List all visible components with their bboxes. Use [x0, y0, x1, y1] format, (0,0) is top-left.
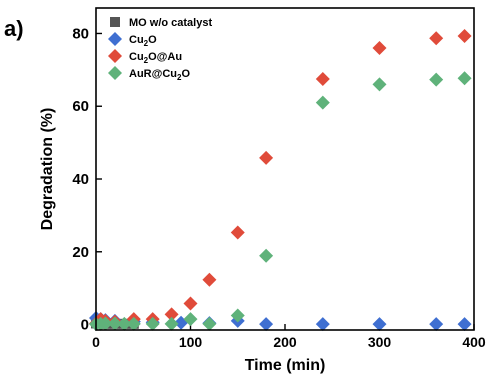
y-tick-label: 0 — [81, 317, 89, 334]
data-point — [164, 316, 179, 331]
plot-frame — [95, 7, 475, 331]
data-point — [315, 95, 330, 110]
legend-label-part: AuR@Cu — [129, 68, 177, 80]
legend-entry: Cu2O@Au — [108, 49, 182, 65]
x-tick-label: 400 — [462, 334, 486, 350]
data-point — [164, 307, 179, 322]
data-point — [457, 29, 472, 44]
data-point — [183, 296, 198, 311]
data-point — [429, 317, 444, 332]
data-point — [372, 41, 387, 56]
x-tick-label: 0 — [92, 334, 100, 350]
legend-marker — [108, 66, 122, 80]
series-points — [89, 71, 472, 332]
data-point — [429, 72, 444, 87]
y-tick-label: 80 — [72, 25, 89, 42]
y-tick-label: 20 — [72, 244, 89, 261]
legend-label-part: O — [181, 68, 190, 80]
legend-label-part: O@Au — [148, 51, 182, 63]
data-point — [372, 77, 387, 92]
data-point — [372, 317, 387, 332]
axis-ticks: 0 100 200 300 400 0 20 40 60 80 — [72, 25, 486, 350]
data-point — [202, 316, 217, 331]
data-point — [117, 316, 132, 331]
legend-marker — [108, 49, 122, 63]
data-point — [183, 312, 198, 327]
y-axis-label: Degradation (%) — [39, 108, 56, 231]
legend-marker — [110, 17, 120, 27]
panel-label: a) — [4, 16, 24, 41]
legend-label-part: MO w/o catalyst — [129, 17, 212, 29]
x-tick-label: 300 — [368, 334, 392, 350]
x-axis-label: Time (min) — [245, 357, 326, 374]
legend-label: Cu2O — [129, 34, 157, 48]
legend-label-part: Cu — [129, 34, 144, 46]
data-point — [457, 71, 472, 86]
legend-marker — [108, 32, 122, 46]
data-point — [98, 316, 113, 331]
legend-label: MO w/o catalyst — [129, 17, 212, 29]
y-tick-label: 40 — [72, 171, 89, 188]
series-points — [89, 310, 472, 332]
x-tick-label: 200 — [273, 334, 297, 350]
data-point — [126, 316, 141, 331]
legend-label-part: Cu — [129, 51, 144, 63]
legend-label-part: O — [148, 34, 157, 46]
legend-label: Cu2O@Au — [129, 51, 182, 65]
data-point — [107, 316, 122, 331]
legend-label-part: 2 — [144, 39, 149, 48]
data-point — [145, 316, 160, 331]
x-tick-label: 100 — [179, 334, 203, 350]
data-point — [457, 317, 472, 332]
legend-entry: AuR@Cu2O — [108, 66, 190, 82]
data-point — [202, 272, 217, 287]
legend-entry: Cu2O — [108, 32, 157, 48]
data-point — [230, 225, 245, 240]
data-point — [259, 150, 274, 165]
data-point — [429, 31, 444, 46]
data-points — [89, 29, 472, 332]
data-point — [259, 317, 274, 332]
data-point — [315, 317, 330, 332]
legend-label: AuR@Cu2O — [129, 68, 190, 82]
y-tick-label: 60 — [72, 98, 89, 115]
data-point — [315, 71, 330, 86]
data-point — [259, 248, 274, 263]
data-point — [230, 308, 245, 323]
legend-label-part: 2 — [177, 73, 182, 82]
legend-label-part: 2 — [144, 56, 149, 65]
legend-entry: MO w/o catalyst — [110, 17, 212, 29]
